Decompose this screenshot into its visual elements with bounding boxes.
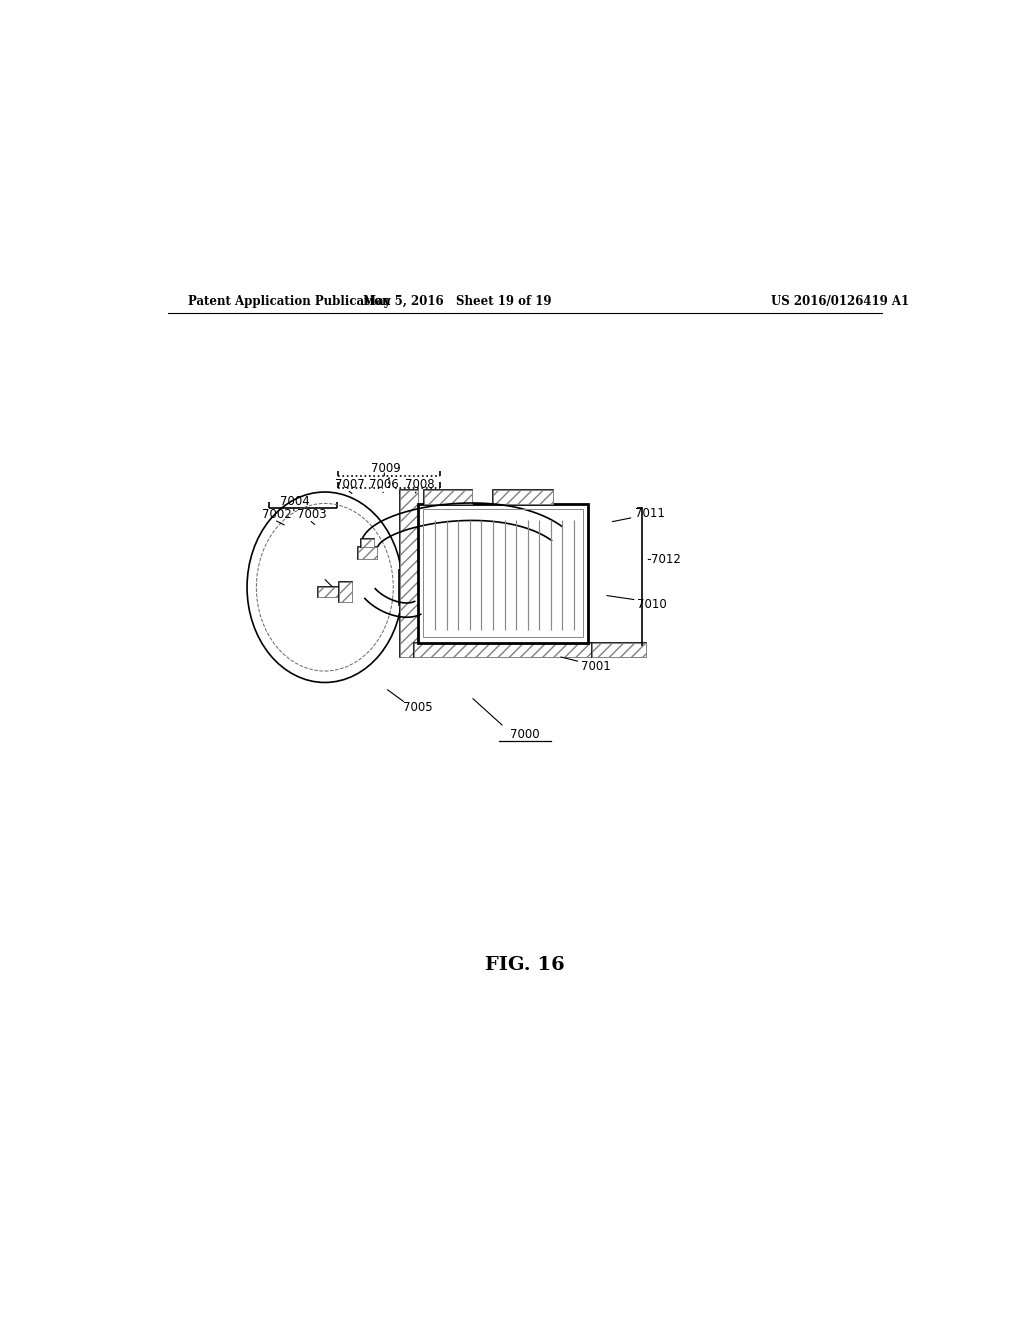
Bar (358, 546, 377, 558)
Text: 7009: 7009 (371, 462, 400, 475)
Bar (318, 587, 339, 597)
Text: 7002: 7002 (262, 508, 292, 520)
Text: US 2016/0126419 A1: US 2016/0126419 A1 (771, 294, 909, 308)
Bar (398, 570, 421, 605)
Bar (358, 546, 377, 558)
Text: 7004: 7004 (280, 495, 309, 508)
Bar (494, 491, 553, 504)
Text: May 5, 2016   Sheet 19 of 19: May 5, 2016 Sheet 19 of 19 (364, 294, 552, 308)
Bar (361, 539, 374, 546)
Text: Patent Application Publication: Patent Application Publication (187, 294, 390, 308)
Text: 7005: 7005 (402, 701, 432, 714)
Text: FIG. 16: FIG. 16 (485, 956, 564, 974)
Bar (339, 582, 352, 602)
Text: 7010: 7010 (637, 598, 667, 611)
Text: 7000: 7000 (510, 727, 540, 741)
Ellipse shape (247, 492, 402, 682)
Text: 7008: 7008 (406, 478, 435, 491)
Text: 7011: 7011 (635, 507, 666, 520)
Bar (339, 582, 352, 602)
Bar (398, 570, 421, 605)
Text: 7003: 7003 (297, 508, 327, 520)
Bar (494, 491, 553, 504)
Bar (361, 539, 374, 546)
Bar (424, 491, 472, 504)
Bar (592, 643, 646, 657)
Bar (318, 587, 339, 597)
Bar (423, 510, 583, 638)
Text: 7006: 7006 (370, 478, 399, 491)
Text: 7007: 7007 (335, 478, 366, 491)
Text: 7001: 7001 (582, 660, 611, 673)
Bar (400, 490, 418, 657)
Bar (418, 504, 588, 643)
Text: 7012: 7012 (651, 553, 681, 566)
Bar (414, 643, 592, 657)
Bar (592, 643, 646, 657)
Bar (414, 643, 592, 657)
Bar (424, 491, 472, 504)
Bar (400, 490, 418, 657)
